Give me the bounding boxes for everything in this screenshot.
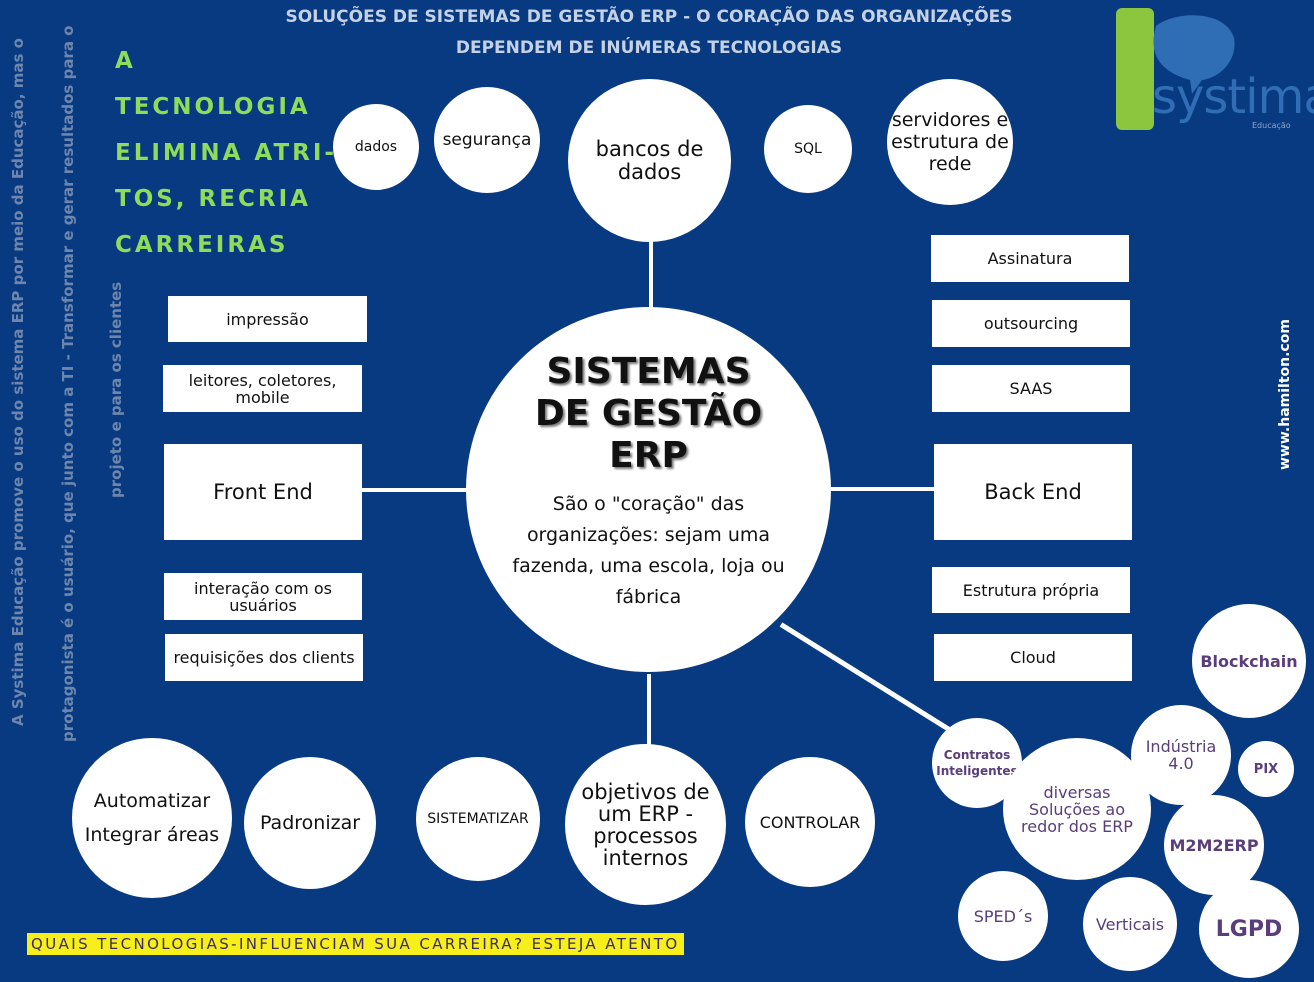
box-back-end: Back End: [934, 444, 1132, 540]
header-title-line1: SOLUÇÕES DE SISTEMAS DE GESTÃO ERP - O C…: [285, 7, 1013, 27]
circle-label: SPED´s: [973, 906, 1033, 926]
systima-logo: systima Educação: [1116, 8, 1314, 132]
circle-label: Blockchain: [1200, 651, 1298, 671]
box-label: requisições dos clients: [173, 648, 355, 667]
circle-label: CONTROLAR: [759, 812, 861, 832]
circle-contratos: Contratos Inteligentes: [932, 718, 1022, 808]
circle-bancos-de-dados: bancos de dados: [568, 79, 731, 242]
connector-right: [830, 487, 934, 491]
circle-padronizar: Padronizar: [244, 757, 376, 889]
tagline-line: TOS, RECRIA: [115, 186, 311, 212]
circle-label: LGPD: [1215, 916, 1283, 942]
circle-lgpd: LGPD: [1199, 880, 1299, 978]
circle-dados: dados: [333, 104, 419, 190]
center-title-line: DE GESTÃO: [534, 393, 763, 434]
circle-label: Indústria 4.0: [1145, 737, 1217, 773]
box-interacao: interação com os usuários: [164, 573, 362, 620]
logo-wordmark: systima: [1152, 69, 1314, 125]
tagline-line: ELIMINA ATRI-: [115, 140, 337, 166]
circle-label: SQL: [794, 141, 822, 157]
box-impressao: impressão: [168, 296, 367, 342]
box-requisicoes: requisições dos clients: [165, 634, 363, 681]
center-title-line: SISTEMAS: [546, 351, 751, 392]
circle-label: Verticais: [1095, 914, 1165, 934]
circle-label: bancos de dados: [595, 136, 704, 184]
tagline-line: CARREIRAS: [115, 232, 289, 258]
center-circle: SISTEMAS DE GESTÃO ERP São o "coração" d…: [466, 307, 831, 672]
box-label: Front End: [213, 479, 313, 504]
circle-pix: PIX: [1238, 741, 1294, 797]
side-text-line3: projeto e para os clientes: [107, 281, 125, 498]
tagline: A TECNOLOGIA ELIMINA ATRI- TOS, RECRIA C…: [115, 38, 337, 268]
circle-label: SISTEMATIZAR: [427, 811, 529, 827]
circle-diversas-solucoes: diversas Soluções ao redor dos ERP: [1003, 738, 1151, 880]
circle-controlar: CONTROLAR: [745, 757, 875, 887]
circle-automatizar: Automatizar Integrar áreas: [72, 738, 232, 898]
box-estrutura-propria: Estrutura própria: [932, 567, 1130, 613]
circle-servidores: servidores e estrutura de rede: [887, 79, 1013, 205]
box-label: Back End: [984, 479, 1082, 504]
box-label: Estrutura própria: [962, 580, 1100, 600]
center-title: SISTEMAS DE GESTÃO ERP: [535, 351, 762, 477]
box-front-end: Front End: [164, 444, 362, 540]
box-label: Cloud: [1010, 648, 1056, 667]
center-title-line: ERP: [609, 435, 688, 476]
circle-label: PIX: [1253, 761, 1279, 777]
box-leitores: leitores, coletores, mobile: [163, 365, 362, 412]
center-description: São o "coração" das organizações: sejam …: [512, 493, 785, 608]
tagline-line: TECNOLOGIA: [115, 94, 311, 120]
circle-label: Contratos Inteligentes: [936, 748, 1018, 778]
circle-label: Integrar áreas: [84, 824, 220, 846]
tagline-line: A: [115, 48, 136, 74]
circle-label: M2M2ERP: [1169, 835, 1259, 855]
box-cloud: Cloud: [934, 634, 1132, 681]
logo-head-icon: [1116, 8, 1235, 130]
box-label: impressão: [226, 309, 309, 329]
circle-label: servidores e estrutura de rede: [891, 109, 1009, 175]
circle-verticais: Verticais: [1083, 877, 1177, 971]
box-label: outsourcing: [983, 314, 1079, 333]
connector-top: [649, 235, 653, 310]
connector-left: [362, 488, 466, 492]
box-label: SAAS: [1009, 379, 1053, 398]
box-label: Assinatura: [987, 249, 1073, 268]
logo-subtext: Educação: [1252, 121, 1291, 130]
box-label: leitores, coletores, mobile: [188, 370, 337, 407]
box-label: interação com os usuários: [194, 578, 332, 615]
circle-label: diversas Soluções ao redor dos ERP: [1021, 782, 1133, 836]
circle-sql: SQL: [764, 105, 852, 193]
side-text-line1: A Systima Educação promove o uso do sist…: [9, 38, 27, 726]
side-text-line2: protagonista é o usuário, que junto com …: [59, 25, 77, 742]
circle-label: objetivos de um ERP - processos internos: [581, 779, 710, 870]
circle-label: segurança: [442, 130, 532, 150]
circle-label: dados: [354, 139, 398, 155]
box-saas: SAAS: [932, 365, 1130, 412]
box-assinatura: Assinatura: [931, 235, 1129, 282]
connector-diagonal: [779, 622, 951, 732]
circle-m2m2erp: M2M2ERP: [1164, 795, 1264, 895]
circle-speds: SPED´s: [958, 871, 1048, 961]
circle-seguranca: segurança: [434, 87, 540, 193]
circle-sistematizar: SISTEMATIZAR: [416, 757, 540, 881]
circle-blockchain: Blockchain: [1192, 604, 1306, 718]
connector-bottom: [647, 674, 651, 746]
circle-objetivos: objetivos de um ERP - processos internos: [565, 744, 726, 905]
circle-label: Padronizar: [259, 812, 361, 834]
box-outsourcing: outsourcing: [932, 300, 1130, 347]
circle-label: Automatizar: [93, 790, 211, 812]
website-text: www.hamilton.com: [1277, 319, 1293, 470]
footer-question: QUAIS TECNOLOGIAS-INFLUENCIAM SUA CARREI…: [27, 933, 684, 955]
header-title-line2: DEPENDEM DE INÚMERAS TECNOLOGIAS: [455, 38, 843, 58]
